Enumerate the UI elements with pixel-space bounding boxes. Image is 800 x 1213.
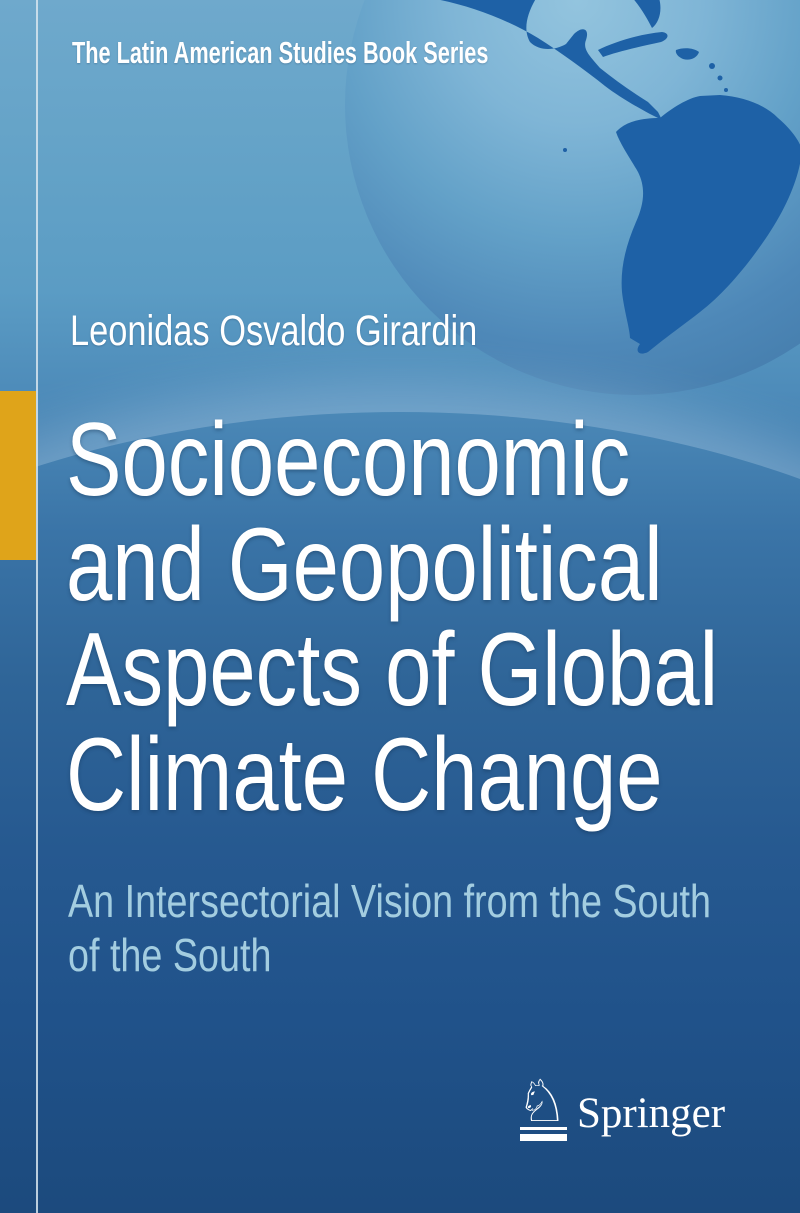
antilles-island bbox=[709, 63, 715, 69]
yellow-accent-bar bbox=[0, 391, 36, 560]
knight-underline-thin bbox=[520, 1127, 567, 1130]
springer-horse-icon: ♘ bbox=[516, 1067, 568, 1135]
knight-underline-thick bbox=[520, 1134, 567, 1141]
book-subtitle: An Intersectorial Vision from the South … bbox=[68, 874, 800, 982]
globe-graphic bbox=[345, 0, 800, 395]
americas-map bbox=[388, 0, 800, 354]
title-line-4: Climate Change bbox=[66, 717, 663, 833]
left-rule-line bbox=[36, 0, 38, 1213]
galapagos-island bbox=[563, 148, 567, 152]
subtitle-line-1: An Intersectorial Vision from the South bbox=[68, 875, 711, 927]
series-title: The Latin American Studies Book Series bbox=[72, 35, 667, 70]
south-america-landmass bbox=[616, 95, 800, 354]
title-line-2: and Geopolitical bbox=[66, 507, 663, 623]
florida-landmass bbox=[630, 0, 661, 28]
antilles-island bbox=[717, 75, 723, 81]
publisher-logo: ♘ Springer bbox=[516, 1072, 746, 1146]
cuba-island bbox=[598, 32, 668, 57]
publisher-name: Springer bbox=[577, 1090, 726, 1137]
title-line-3: Aspects of Global bbox=[66, 612, 719, 728]
antilles-island bbox=[724, 88, 728, 92]
subtitle-line-2: of the South bbox=[68, 929, 272, 981]
north-america-landmass bbox=[388, 0, 662, 120]
author-name-text: Leonidas Osvaldo Girardin bbox=[70, 307, 478, 355]
author-name: Leonidas Osvaldo Girardin bbox=[70, 307, 579, 355]
hispaniola-island bbox=[675, 48, 699, 60]
book-title: Socioeconomic and Geopolitical Aspects o… bbox=[66, 408, 800, 828]
title-line-1: Socioeconomic bbox=[66, 402, 631, 518]
series-title-text: The Latin American Studies Book Series bbox=[72, 35, 489, 70]
